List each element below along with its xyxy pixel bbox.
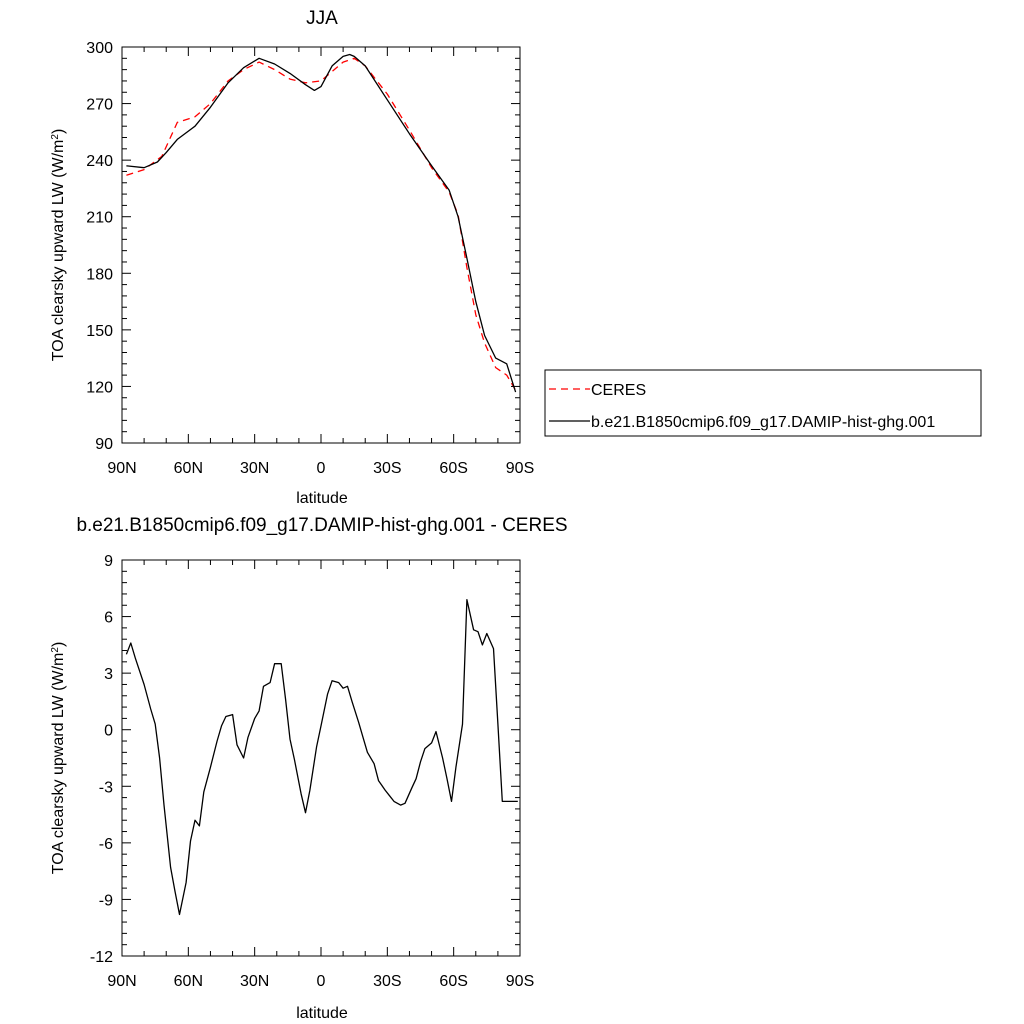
bottom-axes: 90N 60N 30N 0 30S 60S 90S -12 -9 -6 -3 0 3 6 9 (90, 553, 534, 990)
top-ytick-label: 90 (95, 436, 113, 453)
top-xtick-label: 30N (240, 460, 269, 477)
top-xtick-label: 30S (373, 460, 401, 477)
bottom-ytick-label: 3 (104, 666, 113, 683)
top-series-lines (126, 53, 517, 393)
top-ytick-label: 120 (86, 379, 113, 396)
bottom-panel: b.e21.B1850cmip6.f09_g17.DAMIP-hist-ghg.… (50, 515, 568, 1022)
top-ylabel: TOA clearsky upward LW (W/m2) (50, 129, 68, 362)
bottom-ytick-label: -6 (99, 836, 113, 853)
top-ytick-label: 270 (86, 97, 113, 114)
bottom-series-model-line (125, 598, 518, 916)
legend-box (544, 369, 982, 437)
bottom-xtick-label: 90S (506, 973, 534, 990)
bottom-xtick-label: 90N (107, 973, 136, 990)
legend-ceres-label: CERES (591, 382, 646, 399)
bottom-xtick-label: 0 (317, 973, 326, 990)
bottom-ytick-label: -12 (90, 949, 113, 966)
bottom-xtick-label: 30N (240, 973, 269, 990)
top-ytick-label: 300 (86, 40, 113, 57)
bottom-xlabel: latitude (296, 1005, 348, 1022)
top-ytick-label: 150 (86, 323, 113, 340)
top-panel: JJA 90N 60N 30N 0 30S 60S 90S 90 120 150 180 210 240… (50, 8, 982, 507)
top-ytick-label: 210 (86, 210, 113, 227)
bottom-xtick-label: 30S (373, 973, 401, 990)
bottom-xtick-label: 60S (439, 973, 467, 990)
legend-model-label: b.e21.B1850cmip6.f09_g17.DAMIP-hist-ghg.… (591, 414, 935, 431)
top-plot-frame (121, 46, 521, 444)
top-axes: 90N 60N 30N 0 30S 60S 90S 90 120 150 180 210 240 270 3… (86, 40, 534, 477)
bottom-ytick-label: 6 (104, 610, 113, 627)
legend: CERES b.e21.B1850cmip6.f09_g17.DAMIP-his… (544, 369, 982, 437)
top-xlabel: latitude (296, 490, 348, 507)
top-plot-title: JJA (306, 8, 338, 29)
top-xtick-label: 60S (439, 460, 467, 477)
top-xtick-label: 0 (317, 460, 326, 477)
top-xtick-label: 60N (174, 460, 203, 477)
bottom-ytick-label: 0 (104, 723, 113, 740)
bottom-ytick-label: -3 (99, 779, 113, 796)
bottom-series-lines (125, 598, 518, 916)
bottom-plot-title: b.e21.B1850cmip6.f09_g17.DAMIP-hist-ghg.… (76, 515, 567, 536)
bottom-xtick-label: 60N (174, 973, 203, 990)
top-series-ceres-line (126, 57, 517, 391)
bottom-plot-frame (121, 559, 521, 957)
top-xtick-label: 90N (107, 460, 136, 477)
bottom-ylabel: TOA clearsky upward LW (W/m2) (50, 642, 68, 875)
top-ytick-label: 240 (86, 153, 113, 170)
top-xtick-label: 90S (506, 460, 534, 477)
top-ytick-label: 180 (86, 266, 113, 283)
bottom-ytick-label: -9 (99, 892, 113, 909)
top-series-model-line (126, 53, 517, 393)
bottom-ytick-label: 9 (104, 553, 113, 570)
